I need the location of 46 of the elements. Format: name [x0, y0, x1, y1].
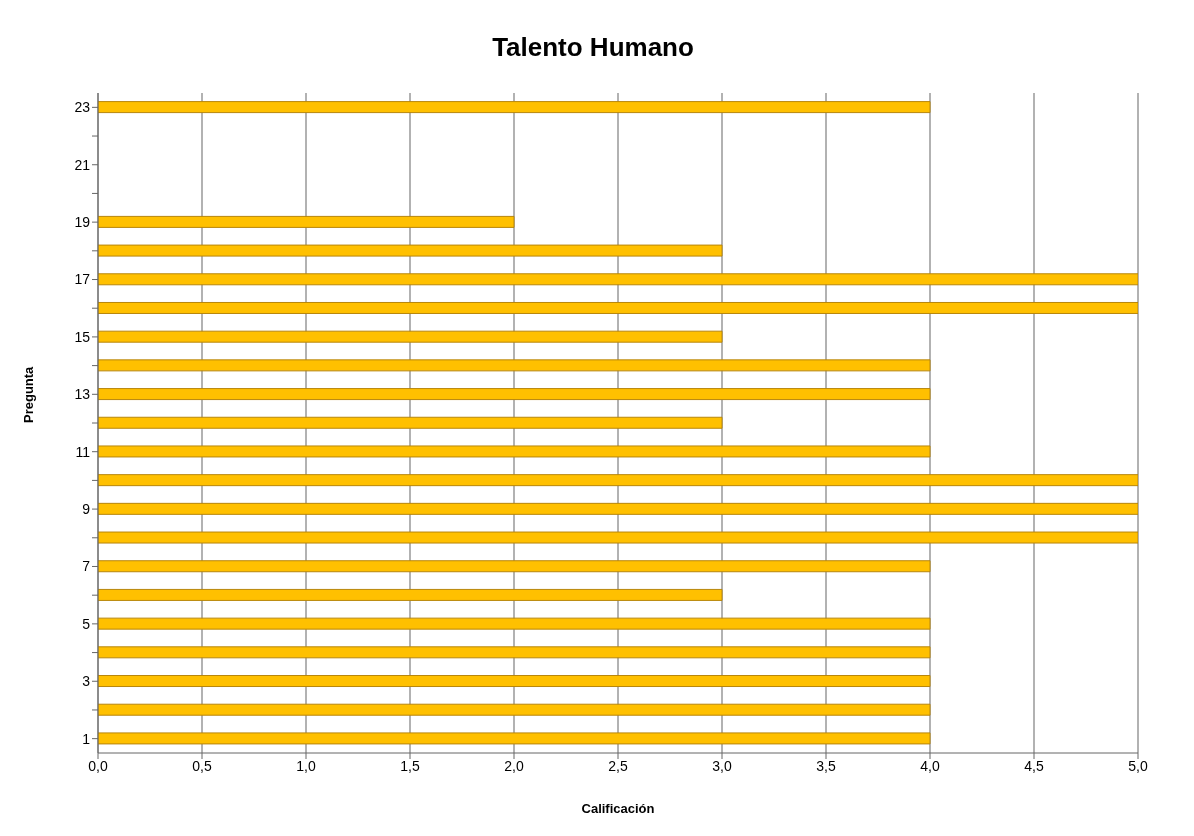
bar: [98, 388, 931, 401]
x-tick-label: 1,5: [400, 757, 420, 774]
bar: [98, 359, 931, 372]
y-tick-label: 23: [74, 99, 91, 116]
bar: [98, 244, 723, 257]
bar: [98, 474, 1138, 487]
y-tick-label: 7: [82, 558, 91, 575]
x-tick-label: 2,0: [504, 757, 524, 774]
x-tick-label: 0,0: [88, 757, 108, 774]
x-tick-label: 5,0: [1128, 757, 1148, 774]
bar: [98, 502, 1138, 515]
y-tick-label: 1: [82, 730, 91, 747]
bar: [98, 273, 1138, 286]
bar: [98, 301, 1138, 314]
y-tick-label: 21: [74, 156, 91, 173]
x-tick-label: 3,5: [816, 757, 836, 774]
bar: [98, 215, 515, 228]
bar: [98, 588, 723, 601]
bar: [98, 531, 1138, 544]
y-tick-label: 9: [82, 501, 91, 518]
x-tick-label: 4,0: [920, 757, 940, 774]
bar: [98, 646, 931, 659]
bar: [98, 416, 723, 429]
x-tick-label: 4,5: [1024, 757, 1044, 774]
chart-title: Talento Humano: [491, 31, 695, 64]
bar: [98, 101, 931, 114]
x-tick-label: 2,5: [608, 757, 628, 774]
bar: [98, 445, 931, 458]
y-tick-label: 17: [74, 271, 91, 288]
y-tick-label: 19: [74, 214, 91, 231]
y-tick-label: 15: [74, 328, 91, 345]
bar: [98, 675, 931, 688]
x-axis-title: Calificación: [581, 801, 655, 816]
y-tick-label: 13: [74, 386, 91, 403]
bar: [98, 703, 931, 716]
bar: [98, 617, 931, 630]
y-tick-label: 11: [75, 443, 91, 460]
x-tick-label: 0,5: [192, 757, 212, 774]
y-tick-label: 3: [82, 673, 91, 690]
bar: [98, 732, 931, 745]
y-axis-title: Pregunta: [20, 365, 36, 423]
bar: [98, 560, 931, 573]
x-tick-label: 3,0: [712, 757, 732, 774]
y-tick-label: 5: [82, 615, 91, 632]
bar: [98, 330, 723, 343]
x-tick-label: 1,0: [296, 757, 316, 774]
